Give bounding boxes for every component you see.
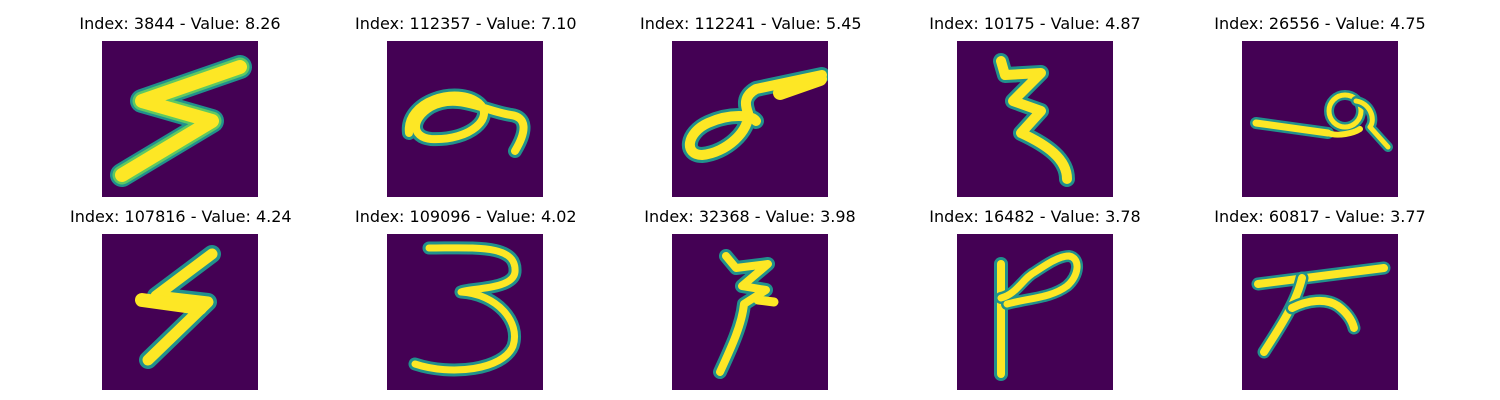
digit-image [387, 234, 543, 390]
panel-title: Index: 10175 - Value: 4.87 [929, 14, 1141, 33]
digit-image [387, 41, 543, 197]
digit-image [957, 41, 1113, 197]
digit-image [1242, 41, 1398, 197]
panel-title: Index: 16482 - Value: 3.78 [929, 207, 1141, 226]
panel-title: Index: 107816 - Value: 4.24 [70, 207, 292, 226]
panel-title: Index: 109096 - Value: 4.02 [355, 207, 577, 226]
digit-image [957, 234, 1113, 390]
digit-image [672, 41, 828, 197]
panel-title: Index: 60817 - Value: 3.77 [1214, 207, 1426, 226]
digit-image [102, 41, 258, 197]
digit-image [1242, 234, 1398, 390]
panel-title: Index: 112357 - Value: 7.10 [355, 14, 577, 33]
digit-image [102, 234, 258, 390]
panel-title: Index: 32368 - Value: 3.98 [644, 207, 856, 226]
panel-title: Index: 3844 - Value: 8.26 [79, 14, 281, 33]
panel-title: Index: 26556 - Value: 4.75 [1214, 14, 1426, 33]
panel-title: Index: 112241 - Value: 5.45 [640, 14, 862, 33]
digit-image [672, 234, 828, 390]
